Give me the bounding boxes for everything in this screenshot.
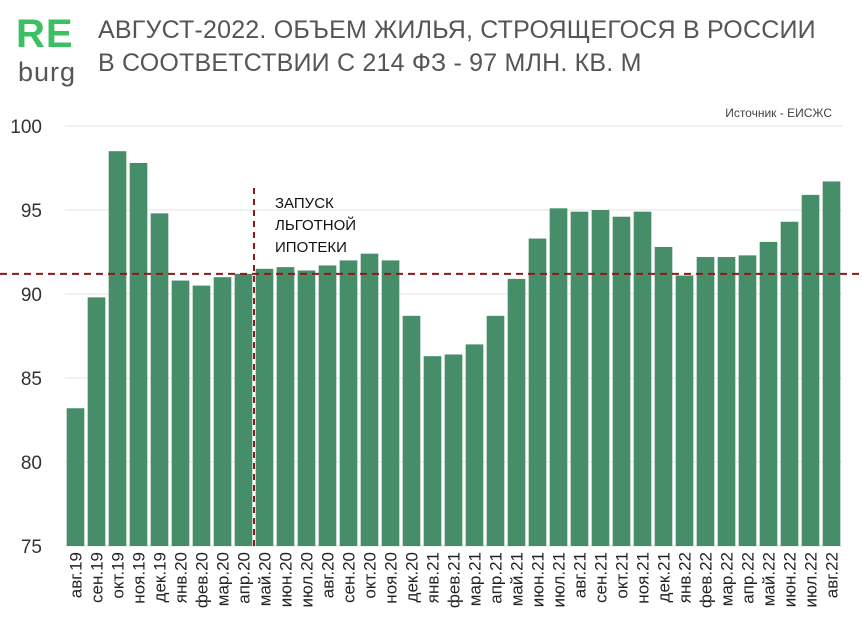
x-tick-label: ноя.19 — [130, 552, 149, 604]
annotation-label: ЛЬГОТНОЙ — [275, 216, 356, 234]
bar — [465, 344, 484, 546]
x-tick-label: окт.19 — [109, 552, 128, 599]
annotation-label: ИПОТЕКИ — [275, 239, 347, 256]
x-tick-label: авг.22 — [823, 552, 842, 598]
bars-layer — [66, 151, 841, 547]
bar — [696, 257, 715, 546]
chart-title-line-2: В СООТВЕТСТВИИ С 214 ФЗ - 97 МЛН. КВ. М — [98, 49, 642, 77]
logo-burg: burg — [18, 57, 77, 87]
bar — [192, 285, 211, 546]
bar — [675, 275, 694, 546]
x-tick-label: июн.21 — [529, 552, 548, 607]
y-tick-label: 90 — [21, 285, 42, 306]
x-tick-label: апр.21 — [487, 552, 506, 604]
bar — [318, 265, 337, 546]
x-axis: авг.19 сен.19 окт.19 ноя.19 дек.19 янв.20 фев.… — [67, 552, 842, 608]
x-tick-label: май.21 — [508, 552, 527, 606]
bar — [822, 181, 841, 546]
x-tick-label: фев.20 — [193, 552, 212, 608]
x-tick-label: ноя.21 — [634, 552, 653, 604]
x-tick-label: мар.20 — [214, 552, 233, 606]
bar — [591, 210, 610, 546]
bar — [297, 270, 316, 546]
bar — [444, 354, 463, 546]
x-tick-label: май.22 — [760, 552, 779, 606]
x-tick-label: апр.22 — [739, 552, 758, 604]
logo: RE burg — [16, 12, 86, 87]
x-tick-label: авг.19 — [67, 552, 86, 598]
bar — [528, 238, 547, 546]
bar — [738, 255, 757, 547]
annotations-layer: ЗАПУСК ЛЬГОТНОЙ ИПОТЕКИ — [0, 188, 862, 546]
x-tick-label: июл.21 — [550, 552, 569, 607]
x-tick-label: сен.19 — [88, 552, 107, 603]
y-tick-label: 80 — [21, 453, 42, 474]
x-tick-label: авг.20 — [319, 552, 338, 598]
logo-re: RE — [16, 12, 74, 56]
x-tick-label: июн.22 — [781, 552, 800, 607]
bar — [360, 253, 379, 546]
x-tick-label: апр.20 — [235, 552, 254, 604]
y-tick-label: 75 — [21, 537, 42, 558]
bar — [549, 208, 568, 546]
x-tick-label: окт.21 — [613, 552, 632, 599]
y-tick-label: 95 — [21, 201, 42, 222]
chart-title-line-1: АВГУСТ-2022. ОБЪЕМ ЖИЛЬЯ, СТРОЯЩЕГОСЯ В … — [98, 16, 816, 44]
bar — [423, 356, 442, 546]
x-tick-label: дек.21 — [655, 552, 674, 602]
x-tick-label: май.20 — [256, 552, 275, 606]
x-tick-label: янв.21 — [424, 552, 443, 603]
x-tick-label: янв.22 — [676, 552, 695, 603]
bar — [129, 162, 148, 546]
x-tick-label: фев.22 — [697, 552, 716, 608]
x-tick-label: дек.19 — [151, 552, 170, 602]
bar — [612, 216, 631, 546]
x-tick-label: мар.21 — [466, 552, 485, 606]
bar — [381, 260, 400, 546]
bar — [402, 315, 421, 546]
chart-title: АВГУСТ-2022. ОБЪЕМ ЖИЛЬЯ, СТРОЯЩЕГОСЯ В … — [98, 14, 838, 80]
y-tick-label: 100 — [10, 117, 42, 138]
bar — [66, 408, 85, 546]
x-tick-label: янв.20 — [172, 552, 191, 603]
x-tick-label: ноя.20 — [382, 552, 401, 604]
bar — [234, 273, 253, 546]
y-tick-label: 85 — [21, 369, 42, 390]
source-note: Источник - ЕИСЖС — [725, 106, 832, 120]
bar — [486, 315, 505, 546]
bar — [654, 246, 673, 546]
bar — [717, 257, 736, 546]
x-tick-label: июн.20 — [277, 552, 296, 607]
bar — [171, 280, 190, 546]
bar — [276, 267, 295, 546]
x-tick-label: сен.20 — [340, 552, 359, 603]
bar — [633, 211, 652, 546]
x-tick-label: сен.21 — [592, 552, 611, 603]
x-tick-label: мар.22 — [718, 552, 737, 606]
x-tick-label: дек.20 — [403, 552, 422, 602]
bar — [801, 194, 820, 546]
annotation-label: ЗАПУСК — [275, 195, 334, 212]
bar — [150, 213, 169, 547]
bar — [780, 221, 799, 546]
y-axis: 75 80 85 90 95 100 — [10, 117, 42, 558]
bar — [255, 268, 274, 546]
x-tick-label: авг.21 — [571, 552, 590, 598]
x-tick-label: окт.20 — [361, 552, 380, 599]
bar — [570, 211, 589, 546]
x-tick-label: июл.20 — [298, 552, 317, 607]
x-tick-label: фев.21 — [445, 552, 464, 608]
bar — [213, 277, 232, 546]
bar — [87, 297, 106, 546]
bar — [108, 151, 127, 546]
bar — [339, 260, 358, 546]
bar — [759, 241, 778, 547]
bar — [507, 278, 526, 546]
x-tick-label: июл.22 — [802, 552, 821, 607]
